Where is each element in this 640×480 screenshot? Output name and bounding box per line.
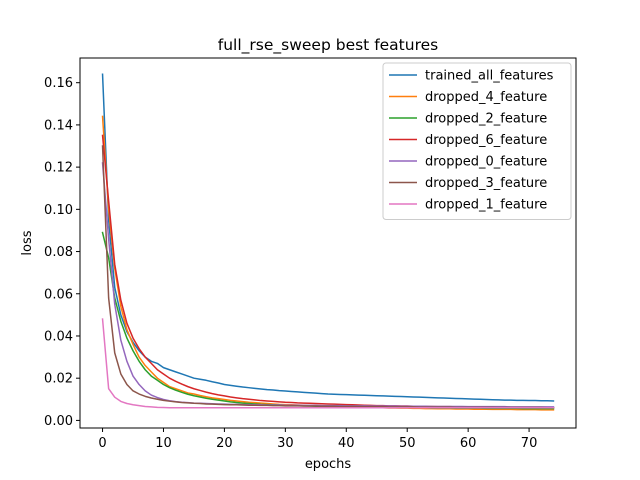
x-tick-label: 30 [277, 436, 294, 451]
chart-title: full_rse_sweep best features [218, 36, 438, 55]
legend-label: dropped_6_feature [425, 133, 547, 148]
legend: trained_all_features dropped_4_featuredro… [382, 62, 572, 220]
y-tick-label: 0.08 [44, 245, 73, 260]
y-tick-label: 0.16 [44, 76, 73, 91]
legend-box [382, 62, 572, 220]
legend-label: dropped_3_feature [425, 176, 547, 191]
series-line-dropped_1_feature [101, 318, 555, 409]
x-tick-label: 50 [399, 436, 416, 451]
y-tick-label: 0.10 [44, 203, 73, 218]
plot-frame [79, 57, 577, 429]
legend-label: dropped_2_feature [425, 112, 547, 127]
x-axis-label: epochs [305, 457, 352, 472]
x-tick-label: 0 [98, 436, 106, 451]
x-tick-label: 20 [216, 436, 233, 451]
y-axis-label: loss [20, 230, 35, 255]
legend-label: dropped_0_feature [425, 155, 547, 170]
plot-area [101, 73, 555, 411]
y-tick-label: 0.04 [44, 329, 73, 344]
y-tick-label: 0.06 [44, 287, 73, 302]
y-tick-label: 0.14 [44, 118, 73, 133]
y-tick-label: 0.12 [44, 161, 73, 176]
legend-label: dropped_4_feature [425, 90, 547, 105]
series-line-trained_all_features [101, 73, 555, 402]
legend-label: dropped_1_feature [425, 198, 547, 213]
y-tick-label: 0.00 [44, 414, 73, 429]
x-tick-label: 70 [521, 436, 538, 451]
x-axis: 0 10 20 30 40 50 60 70 [98, 428, 537, 451]
y-axis: 0.00 0.02 0.04 0.06 0.08 0.10 0.12 0.14 0.16 [44, 76, 80, 429]
x-tick-label: 10 [155, 436, 172, 451]
x-tick-label: 60 [460, 436, 477, 451]
y-tick-label: 0.02 [44, 372, 73, 387]
legend-label: trained_all_features [425, 69, 554, 84]
x-tick-label: 40 [338, 436, 355, 451]
